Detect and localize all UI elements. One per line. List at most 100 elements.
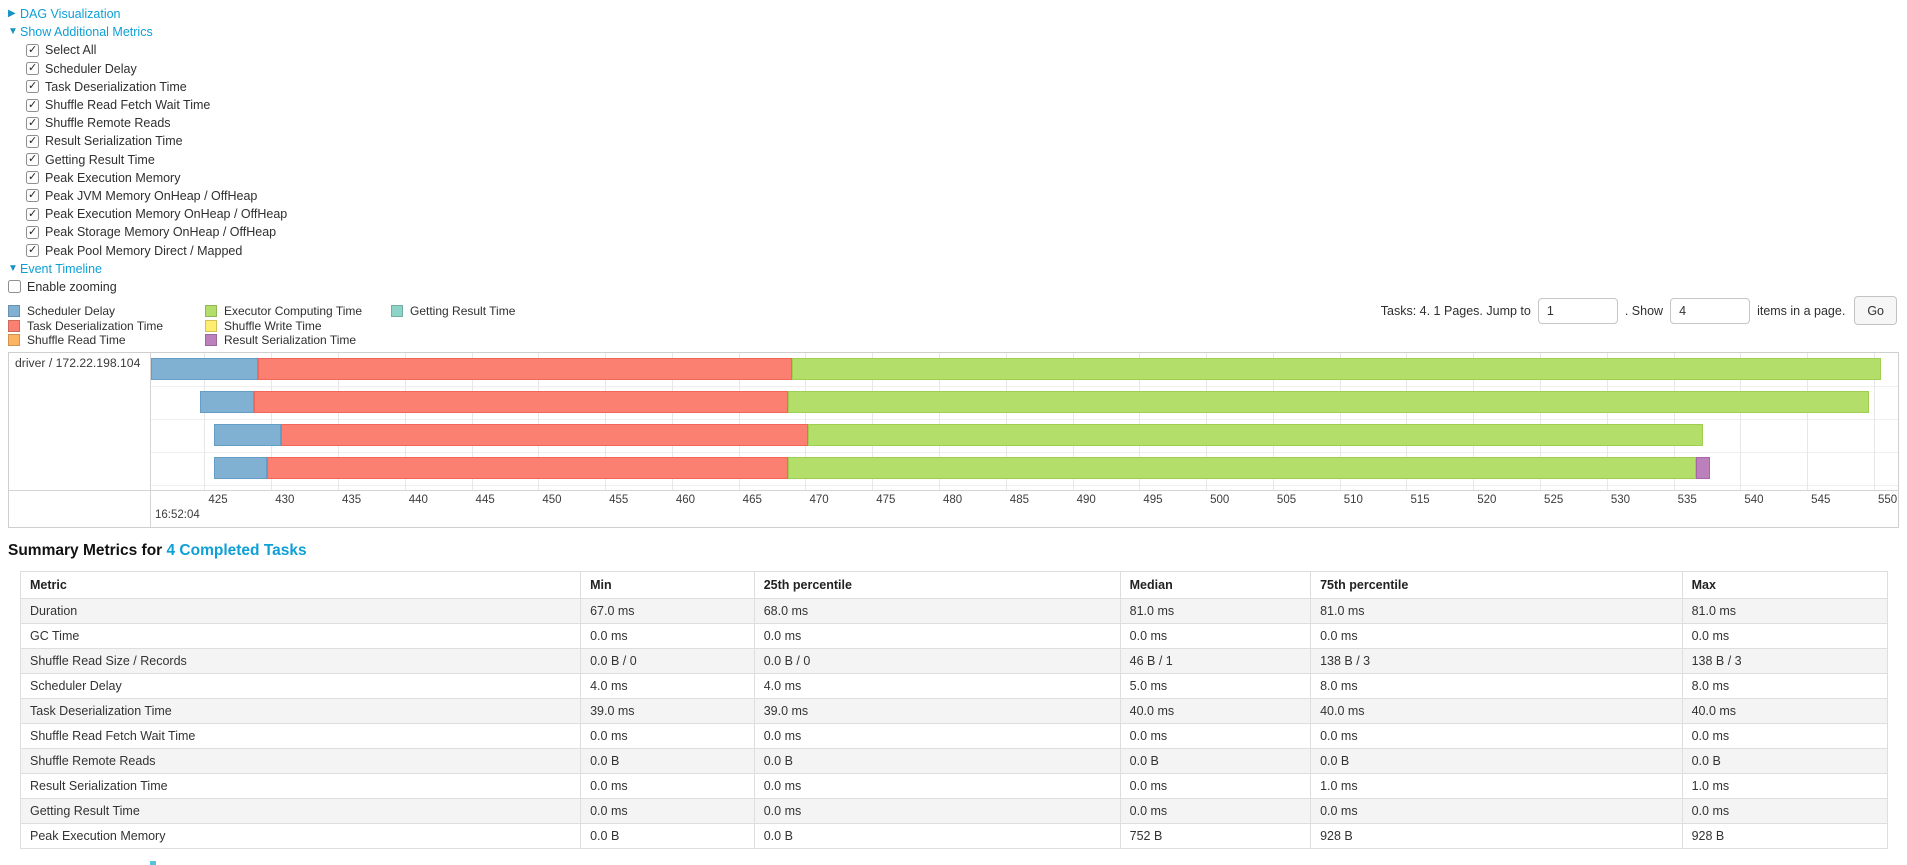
- show-additional-metrics-link[interactable]: Show Additional Metrics: [20, 25, 153, 40]
- task-bar[interactable]: [151, 457, 1898, 479]
- metric-value-cell: 46 B / 1: [1119, 648, 1312, 674]
- show-additional-metrics-toggle[interactable]: ▼ Show Additional Metrics: [8, 23, 287, 41]
- metric-checkbox-label: Peak Pool Memory Direct / Mapped: [45, 243, 243, 258]
- axis-gridline: [605, 353, 607, 490]
- metric-checkbox[interactable]: [26, 207, 39, 221]
- blue-swatch-icon: [8, 305, 20, 318]
- task-segment-red[interactable]: [257, 358, 793, 380]
- legend-item: Executor Computing Time: [205, 304, 391, 319]
- metric-value-cell: 0.0 B / 0: [753, 648, 1121, 674]
- axis-tick-label: 530: [1610, 494, 1631, 506]
- table-row: Result Serialization Time 0.0 ms 0.0 ms 0.0…: [19, 773, 1889, 799]
- axis-tick-label: 520: [1477, 494, 1497, 506]
- axis-gridline: [805, 353, 807, 490]
- axis-tick-label: 435: [341, 494, 362, 506]
- axis-gridline: [1740, 353, 1742, 490]
- items-in-page-label: items in a page.: [1757, 303, 1846, 318]
- metric-value-cell: 0.0 ms: [1119, 623, 1312, 649]
- task-segment-purple[interactable]: [1696, 457, 1710, 479]
- completed-tasks-link[interactable]: 4 Completed Tasks: [166, 542, 307, 559]
- task-segment-blue[interactable]: [213, 424, 281, 446]
- expanded-arrow-icon: ▼: [8, 262, 18, 274]
- go-button[interactable]: Go: [1854, 296, 1897, 325]
- red-swatch-icon: [8, 319, 20, 332]
- legend-item: Shuffle Write Time: [205, 319, 391, 334]
- dag-visualization-toggle[interactable]: ▶ DAG Visualization: [8, 5, 287, 23]
- axis-gridline: [337, 353, 339, 490]
- axis-gridline: [1072, 353, 1074, 490]
- axis-gridline: [1339, 353, 1341, 490]
- metric-value-cell: 0.0 ms: [1310, 623, 1683, 649]
- metric-checkbox[interactable]: [26, 98, 39, 112]
- metric-checkbox-row: Peak Pool Memory Direct / Mapped: [26, 241, 287, 259]
- task-segment-red[interactable]: [253, 391, 789, 413]
- event-timeline-link[interactable]: Event Timeline: [20, 261, 102, 276]
- axis-gridline: [1673, 353, 1675, 490]
- metric-value-cell: 138 B / 3: [1681, 648, 1889, 674]
- metric-checkbox[interactable]: [26, 43, 39, 57]
- metric-value-cell: 138 B / 3: [1310, 648, 1683, 674]
- metric-value-cell: 40.0 ms: [1119, 698, 1312, 724]
- collapsed-arrow-icon: ▶: [8, 8, 16, 20]
- axis-gridline: [1272, 353, 1274, 490]
- axis-gridline: [1139, 353, 1141, 490]
- metric-checkbox-label: Shuffle Remote Reads: [45, 116, 171, 131]
- table-row: Shuffle Remote Reads 0.0 B 0.0 B 0.0 B 0.0 B…: [19, 748, 1889, 774]
- metric-checkbox-label: Peak Storage Memory OnHeap / OffHeap: [45, 225, 277, 240]
- task-segment-green[interactable]: [788, 391, 1869, 413]
- task-segment-red[interactable]: [267, 457, 789, 479]
- metric-name-cell: Scheduler Delay: [19, 673, 582, 699]
- task-segment-green[interactable]: [788, 457, 1697, 479]
- lane-separator: [151, 452, 1898, 453]
- task-bar[interactable]: [151, 358, 1898, 380]
- legend-item: Shuffle Read Time: [8, 333, 205, 348]
- axis-tick-label: 485: [1009, 494, 1029, 506]
- dag-visualization-link[interactable]: DAG Visualization: [20, 7, 121, 22]
- task-segment-green[interactable]: [792, 358, 1881, 380]
- metric-checkbox[interactable]: [26, 188, 39, 203]
- metric-checkbox[interactable]: [26, 152, 39, 167]
- metric-value-cell: 0.0 B / 0: [580, 648, 755, 674]
- task-segment-blue[interactable]: [151, 358, 258, 380]
- metric-checkbox[interactable]: [26, 170, 39, 185]
- metric-checkbox[interactable]: [26, 116, 39, 130]
- metric-checkbox[interactable]: [26, 134, 39, 148]
- metric-value-cell: 928 B: [1681, 823, 1889, 849]
- task-segment-blue[interactable]: [200, 391, 254, 413]
- metric-checkbox-row: Shuffle Remote Reads: [26, 114, 287, 132]
- metric-checkbox[interactable]: [26, 243, 39, 258]
- metric-value-cell: 0.0 B: [1681, 748, 1889, 774]
- task-bar[interactable]: [151, 391, 1898, 413]
- metric-checkbox[interactable]: [26, 79, 39, 94]
- enable-zooming-checkbox[interactable]: [8, 280, 21, 294]
- table-row: Peak Execution Memory 0.0 B 0.0 B 752 B 928 …: [19, 823, 1889, 849]
- axis-gridline: [271, 353, 273, 490]
- metric-name-cell: Duration: [19, 598, 582, 624]
- task-segment-green[interactable]: [808, 424, 1703, 446]
- legend-item: Scheduler Delay: [8, 304, 205, 319]
- axis-tick-label: 535: [1677, 494, 1697, 506]
- task-segment-red[interactable]: [280, 424, 809, 446]
- axis-tick-label: 495: [1143, 494, 1163, 506]
- metric-value-cell: 39.0 ms: [580, 698, 755, 724]
- metric-checkbox-row: Peak Execution Memory OnHeap / OffHeap: [26, 205, 287, 223]
- metric-value-cell: 81.0 ms: [1310, 598, 1683, 624]
- metric-checkbox-row: Peak Execution Memory: [26, 169, 287, 187]
- metric-checkbox[interactable]: [26, 61, 39, 76]
- metric-checkbox-row: Peak JVM Memory OnHeap / OffHeap: [26, 187, 287, 205]
- table-header-row: Metric Min 25th percentile Median 75th perce…: [19, 571, 1889, 599]
- task-bar[interactable]: [151, 424, 1898, 446]
- column-header: Median: [1119, 571, 1312, 599]
- teal-swatch-icon: [391, 305, 403, 318]
- metric-name-cell: Shuffle Read Fetch Wait Time: [19, 723, 582, 749]
- metric-checkbox[interactable]: [26, 225, 39, 239]
- jump-to-page-input[interactable]: [1537, 297, 1618, 324]
- metric-value-cell: 0.0 ms: [580, 773, 755, 799]
- event-timeline-toggle[interactable]: ▼ Event Timeline: [8, 260, 287, 278]
- items-per-page-input[interactable]: [1670, 297, 1751, 324]
- metric-checkbox-label: Scheduler Delay: [45, 61, 137, 76]
- axis-gridline: [471, 353, 473, 490]
- metric-checkbox-row: Scheduler Delay: [26, 60, 287, 78]
- task-segment-blue[interactable]: [213, 457, 268, 479]
- metric-name-cell: Getting Result Time: [19, 798, 582, 824]
